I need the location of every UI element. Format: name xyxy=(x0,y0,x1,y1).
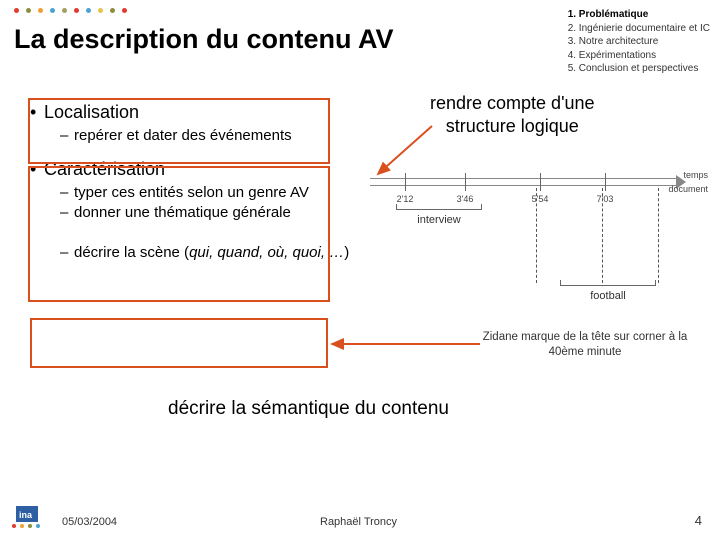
segment-interview: interview xyxy=(396,204,482,226)
outline-item: 1. Problématique xyxy=(568,8,710,22)
timeline-diagram: temps document 2'12 3'46 5'54 7'03 xyxy=(370,166,710,206)
tick xyxy=(405,173,406,191)
dashed-connector xyxy=(602,188,603,283)
outline-item: 2. Ingénierie documentaire et IC xyxy=(568,22,710,36)
sub-reperer: repérer et dater des événements xyxy=(74,127,292,144)
outline-item: 3. Notre architecture xyxy=(568,35,710,49)
dot xyxy=(122,8,127,13)
dashed-connector xyxy=(536,188,537,283)
callout-structure: rendre compte d'une structure logique xyxy=(430,92,595,137)
outline-list: 1. Problématique2. Ingénierie documentai… xyxy=(568,8,710,76)
sub-scene-close: ) xyxy=(344,244,349,261)
dot xyxy=(74,8,79,13)
description-text: Zidane marque de la tête sur corner à la… xyxy=(480,330,690,360)
header-dots xyxy=(14,8,127,13)
dot xyxy=(14,8,19,13)
outline-item: 4. Expérimentations xyxy=(568,49,710,63)
dot xyxy=(26,8,31,13)
sub-thematique: donner une thématique générale xyxy=(74,204,291,221)
timeline-label-top: temps xyxy=(683,170,708,180)
timeline-label-bot: document xyxy=(668,184,708,194)
footer-author: Raphaël Troncy xyxy=(320,516,397,528)
footer-date: 05/03/2004 xyxy=(62,516,117,528)
content-bullets: •Localisation –repérer et dater des évén… xyxy=(30,96,350,264)
tick-label: 5'54 xyxy=(532,194,549,204)
tick xyxy=(540,173,541,191)
sub-typer: typer ces entités selon un genre AV xyxy=(74,184,309,201)
callout-line2: structure logique xyxy=(430,115,595,138)
dot xyxy=(86,8,91,13)
tick xyxy=(465,173,466,191)
dot xyxy=(98,8,103,13)
sub-scene-pre: décrire la scène ( xyxy=(74,244,189,261)
arrow-to-description xyxy=(326,332,486,358)
tick-label: 3'46 xyxy=(457,194,474,204)
segment-football-label: football xyxy=(560,286,656,302)
segment-football: football xyxy=(560,280,656,302)
callout-line1: rendre compte d'une xyxy=(430,92,595,115)
bullet-caracterisation: Caractérisation xyxy=(44,159,165,179)
sub-scene-em: qui, quand, où, quoi, … xyxy=(189,244,344,261)
outline-item: 5. Conclusion et perspectives xyxy=(568,62,710,76)
ina-logo: ina xyxy=(10,502,50,532)
tick-label: 7'03 xyxy=(597,194,614,204)
tick xyxy=(605,173,606,191)
dot xyxy=(110,8,115,13)
footer-page: 4 xyxy=(695,513,702,528)
dot xyxy=(62,8,67,13)
svg-text:ina: ina xyxy=(19,510,33,520)
bullet-localisation: Localisation xyxy=(44,102,139,122)
tick-label: 2'12 xyxy=(397,194,414,204)
dashed-connector xyxy=(658,188,659,283)
segment-interview-label: interview xyxy=(396,210,482,226)
dot xyxy=(50,8,55,13)
slide-title: La description du contenu AV xyxy=(14,24,394,55)
timeline-base xyxy=(370,178,680,186)
dot xyxy=(38,8,43,13)
highlight-box-3 xyxy=(30,318,328,368)
semantic-line: décrire la sémantique du contenu xyxy=(168,398,449,420)
